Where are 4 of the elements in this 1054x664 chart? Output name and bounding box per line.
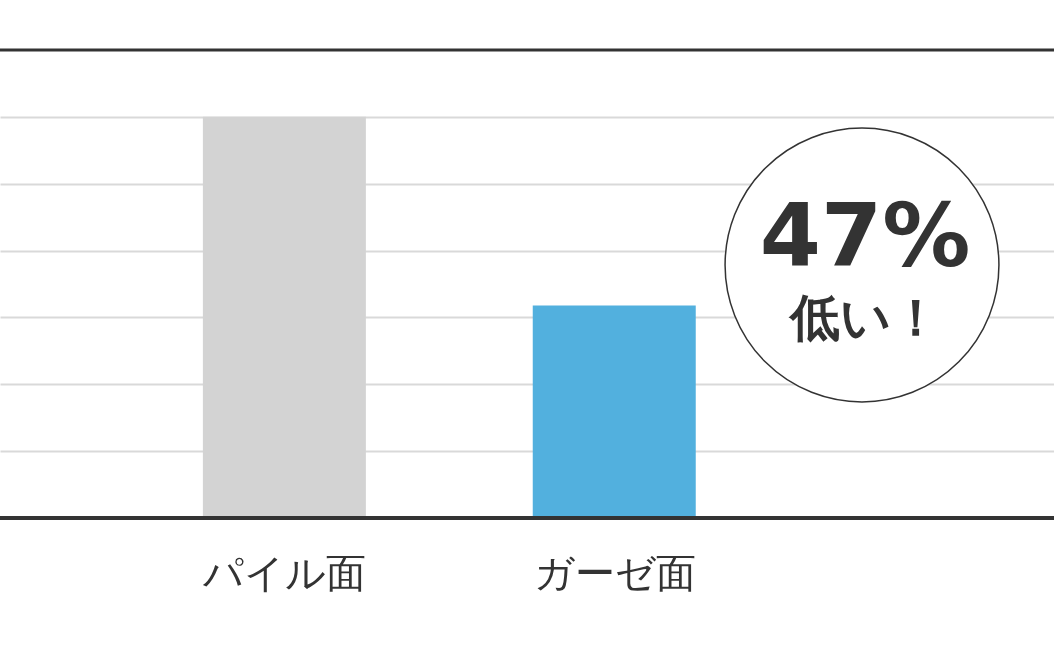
text: 低い！ [787,289,941,347]
annotation: 47% [759,184,971,287]
x-tick-label: パイル面 [202,549,367,596]
x-tick-label: ガーゼ面 [533,549,696,596]
